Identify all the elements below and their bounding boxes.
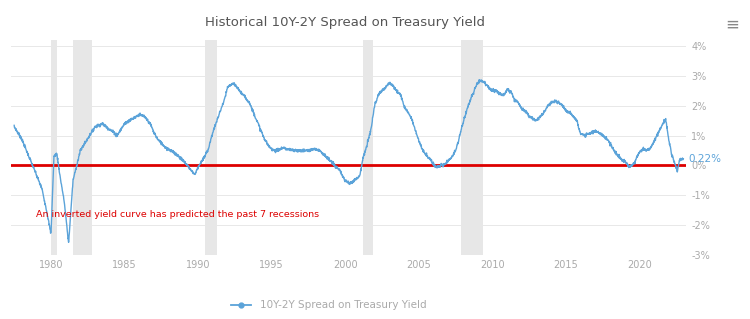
Bar [51,40,57,255]
Text: 0.22%: 0.22% [688,154,722,164]
Text: Historical 10Y-2Y Spread on Treasury Yield: Historical 10Y-2Y Spread on Treasury Yie… [205,16,485,29]
Bar [73,40,92,255]
Bar [206,40,218,255]
Bar [461,40,483,255]
Bar [363,40,373,255]
Text: ≡: ≡ [724,16,739,34]
Text: An inverted yield curve has predicted the past 7 recessions: An inverted yield curve has predicted th… [36,210,320,219]
Legend: 10Y-2Y Spread on Treasury Yield: 10Y-2Y Spread on Treasury Yield [226,296,430,315]
